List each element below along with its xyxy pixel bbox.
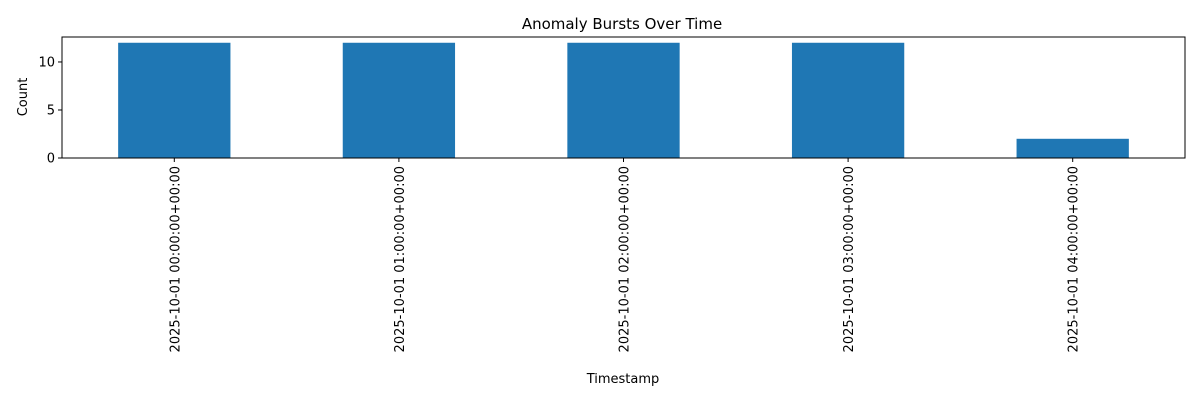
y-tick-label: 10 <box>38 55 55 70</box>
y-axis-label: Count <box>16 78 31 117</box>
x-axis-label: Timestamp <box>586 372 660 387</box>
x-tick-label: 2025-10-01 01:00:00+00:00 <box>393 166 408 352</box>
bar <box>1016 138 1129 158</box>
x-axis: 2025-10-01 00:00:00+00:00 2025-10-01 01:0… <box>168 158 1082 352</box>
x-tick-label: 2025-10-01 04:00:00+00:00 <box>1067 166 1082 352</box>
bars-group <box>118 42 1129 159</box>
chart-title: Anomaly Bursts Over Time <box>522 15 722 33</box>
x-tick-label: 2025-10-01 03:00:00+00:00 <box>842 166 857 352</box>
x-tick-label: 2025-10-01 02:00:00+00:00 <box>618 166 633 352</box>
y-tick-label: 0 <box>47 152 55 167</box>
y-tick-label: 5 <box>47 103 55 118</box>
bar <box>118 42 231 159</box>
bar <box>567 42 680 159</box>
plot-frame <box>61 36 1186 159</box>
y-axis: 0 5 10 <box>38 55 62 167</box>
bar <box>791 42 905 159</box>
bar <box>342 42 456 159</box>
x-tick-label: 2025-10-01 00:00:00+00:00 <box>168 166 183 352</box>
